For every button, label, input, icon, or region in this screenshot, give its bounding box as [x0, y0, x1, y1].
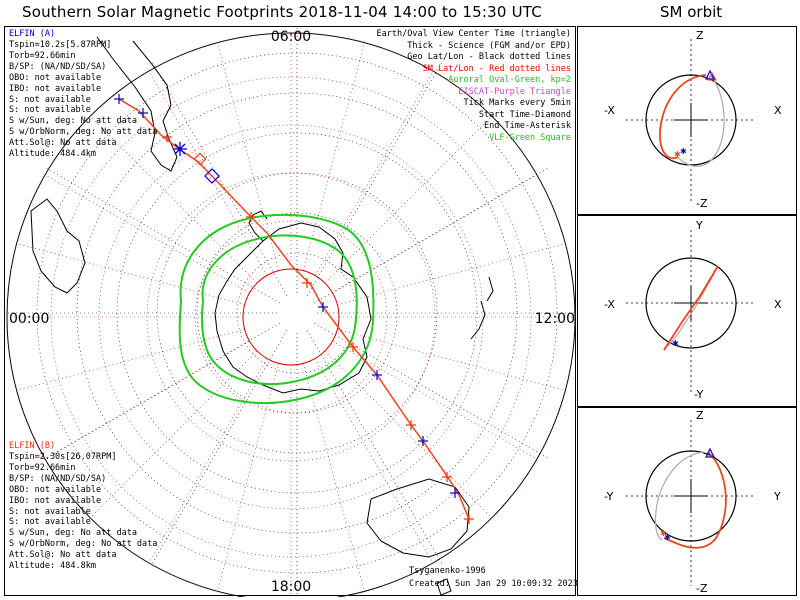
info-line: B/SP: (NA/ND/SD/SA) [9, 61, 107, 72]
auroral-oval-outer [178, 213, 375, 404]
info-line: OBO: not available [9, 484, 102, 495]
footprint-map-svg: 06:00 00:00 12:00 18:00 [6, 27, 577, 597]
info-line: S w/OrbNorm, deg: No att data [9, 539, 158, 550]
info-line: S: not available [9, 517, 91, 528]
sm-orbit-title: SM orbit [660, 3, 723, 21]
sm-orbit-xz-svg: ✱ ✱ Z -Z -X X [604, 29, 782, 210]
australia-coastline [366, 478, 470, 558]
legend-entry: Start Time-Diamond [478, 109, 571, 120]
elfin-a-info: Tspin=10.2s[5.87RPM] Torb=92.66min B/SP: (… [9, 40, 157, 160]
clock-label-right: 12:00 [535, 311, 575, 327]
sm-yz-top: Z [696, 409, 704, 422]
clock-label-bottom: 18:00 [271, 579, 311, 595]
legend-entry: SM Lat/Lon - Red dotted lines [422, 63, 571, 74]
info-line: Att.Sol@: No att data [9, 138, 117, 149]
sm-xz-bottom: -Z [696, 197, 708, 210]
clock-label-left: 00:00 [9, 311, 49, 327]
created-label: Created: Sun Jan 29 10:09:32 2023 [409, 579, 578, 589]
sm-xz-left: -X [604, 104, 615, 117]
new-zealand-coastline [470, 276, 494, 340]
info-line: Torb=92.66min [9, 462, 76, 473]
footprint-map: 06:00 00:00 12:00 18:00 ELFIN (A) Tspin=… [4, 26, 578, 597]
info-line: Torb=92.66min [9, 50, 76, 61]
model-label: Tsyganenko-1996 [409, 566, 486, 576]
diamond-start-icon [193, 152, 220, 184]
info-line: Altitude: 484.8km [9, 561, 96, 572]
plot-title: Southern Solar Magnetic Footprints 2018-… [22, 3, 542, 21]
sm-xy-right: X [774, 298, 782, 311]
info-line: S: not available [9, 94, 91, 105]
south-america-coastline [96, 36, 178, 172]
clock-label-top: 06:00 [271, 29, 311, 45]
svg-text:✱: ✱ [664, 533, 671, 542]
info-line: B/SP: (NA/ND/SD/SA) [9, 473, 107, 484]
legend-entry: Geo Lat/Lon - Black dotted lines [407, 52, 571, 62]
legend-entry: Auroral Oval-Green, kp=2 [448, 75, 571, 85]
tasmania-coastline [436, 578, 452, 596]
sm-inner-circle [242, 268, 340, 366]
sm-xy-bottom: -Y [694, 388, 704, 401]
svg-text:✱: ✱ [660, 529, 667, 538]
antarctica-coastline [214, 222, 372, 394]
africa-coastline [30, 198, 86, 294]
info-line: S w/OrbNorm, deg: No att data [9, 127, 158, 138]
elfin-b-name: ELFIN (B) [9, 441, 56, 451]
info-line: S w/Sun, deg: No att data [9, 528, 137, 539]
legend-entry: Earth/Oval View Center Time (triangle) [376, 29, 571, 39]
sm-yz-left: -Y [604, 490, 614, 503]
info-line: IBO: not available [9, 83, 102, 94]
svg-text:✱: ✱ [674, 150, 681, 159]
sm-lat-lon-grid [6, 32, 576, 597]
sm-xz-top: Z [696, 29, 704, 42]
info-line: S: not available [9, 105, 91, 116]
track-tick-marks [114, 94, 474, 524]
info-line: Tspin=2.30s[26.07RPM] [9, 452, 117, 462]
sm-xz-right: X [774, 104, 782, 117]
elfin-a-name: ELFIN (A) [9, 29, 56, 39]
sm-orbit-panel-yz: ✱ ✱ Z -Z -Y Y [577, 407, 797, 596]
info-line: IBO: not available [9, 495, 102, 506]
sm-xy-left: -X [604, 298, 615, 311]
sm-orbit-yz-svg: ✱ ✱ Z -Z -Y Y [604, 409, 781, 595]
svg-text:✱: ✱ [672, 339, 679, 348]
info-line: S w/Sun, deg: No att data [9, 116, 137, 127]
legend-entry: End Time-Asterisk [484, 121, 571, 131]
info-line: Altitude: 484.4km [9, 149, 96, 160]
info-line: OBO: not available [9, 72, 102, 83]
sm-yz-bottom: -Z [696, 582, 708, 595]
sm-orbit-panel-xy: ✱ Y -Y -X X [577, 215, 797, 407]
sm-orbit-panel-xz: ✱ ✱ Z -Z -X X [577, 26, 797, 215]
info-line: Tspin=10.2s[5.87RPM] [9, 40, 112, 50]
sm-xy-top: Y [695, 219, 703, 232]
elfin-b-info: Tspin=2.30s[26.07RPM] Torb=92.66min B/SP: … [9, 452, 157, 572]
legend: Earth/Oval View Center Time (triangle) Th… [377, 29, 571, 144]
info-line: S: not available [9, 506, 91, 517]
info-line: Att.Sol@: No att data [9, 550, 117, 561]
asterisk-end-icon [173, 142, 187, 156]
sm-orbit-xy-svg: ✱ Y -Y -X X [604, 219, 782, 401]
legend-entry: VLF-Green Square [489, 132, 571, 143]
legend-entry: Thick - Science (FGM and/or EPD) [407, 40, 571, 51]
elfin-track [118, 98, 470, 520]
legend-entry: Tick Marks every 5min [463, 98, 571, 108]
legend-entry: EISCAT-Purple Triangle [458, 86, 571, 97]
svg-text:✱: ✱ [680, 147, 687, 156]
auroral-oval-inner [201, 234, 358, 385]
sm-yz-right: Y [773, 490, 781, 503]
